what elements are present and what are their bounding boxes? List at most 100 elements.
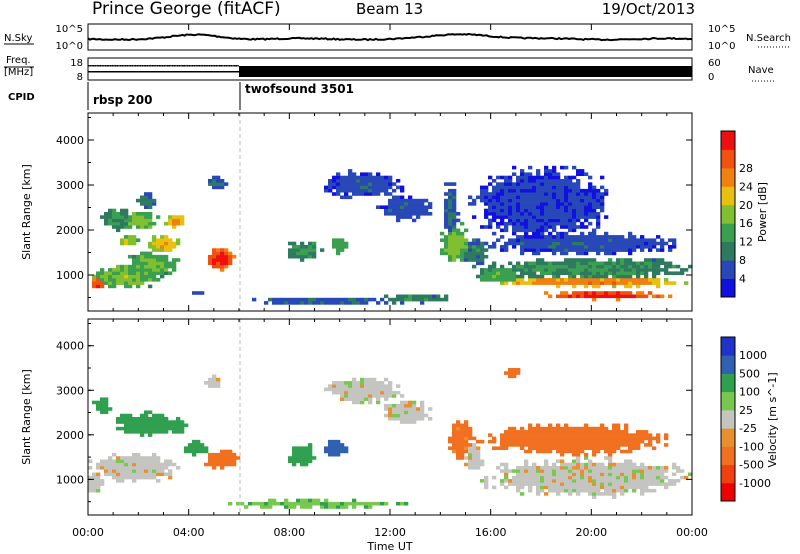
heatmap-cell bbox=[572, 264, 577, 269]
heatmap-cell bbox=[164, 261, 169, 266]
heatmap-cell bbox=[512, 264, 517, 269]
heatmap-cell bbox=[212, 377, 217, 382]
heatmap-cell bbox=[612, 294, 617, 299]
heatmap-cell bbox=[160, 238, 165, 242]
heatmap-cell bbox=[532, 462, 537, 467]
heatmap-cell bbox=[360, 301, 365, 305]
heatmap-cell bbox=[360, 179, 365, 183]
nave-dot bbox=[101, 71, 104, 73]
heatmap-cell bbox=[228, 501, 233, 506]
y-tick-label: 2000 bbox=[56, 429, 84, 442]
heatmap-cell bbox=[604, 439, 609, 444]
heatmap-cell bbox=[392, 205, 397, 209]
y-tick-label: 1000 bbox=[56, 269, 84, 282]
heatmap-cell bbox=[552, 472, 557, 477]
heatmap-cell bbox=[560, 268, 565, 272]
heatmap-cell bbox=[528, 274, 533, 279]
heatmap-cell bbox=[632, 433, 637, 437]
heatmap-cell bbox=[488, 245, 493, 249]
heatmap-cell bbox=[652, 294, 657, 299]
heatmap-cell bbox=[500, 202, 505, 206]
heatmap-cell bbox=[128, 420, 133, 424]
heatmap-cell bbox=[500, 439, 505, 444]
heatmap-cell bbox=[108, 212, 113, 216]
freq-dot bbox=[176, 65, 179, 67]
heatmap-cell bbox=[544, 248, 549, 252]
heatmap-cell bbox=[544, 281, 549, 285]
heatmap-cell bbox=[508, 430, 513, 434]
heatmap-cell bbox=[468, 436, 473, 441]
heatmap-cell bbox=[596, 192, 601, 196]
heatmap-cell bbox=[320, 248, 325, 252]
heatmap-cell bbox=[644, 281, 649, 285]
heatmap-cell bbox=[536, 228, 541, 233]
heatmap-cell bbox=[540, 231, 545, 236]
heatmap-cell bbox=[408, 212, 413, 216]
heatmap-cell bbox=[596, 264, 601, 269]
heatmap-cell bbox=[380, 179, 385, 183]
heatmap-cell bbox=[140, 218, 145, 223]
heatmap-cell bbox=[228, 452, 233, 457]
heatmap-cell bbox=[588, 492, 593, 496]
heatmap-cell bbox=[540, 271, 545, 275]
heatmap-cell bbox=[504, 433, 509, 437]
heatmap-cell bbox=[376, 387, 381, 392]
heatmap-cell bbox=[648, 472, 653, 477]
heatmap-cell bbox=[620, 439, 625, 444]
colorbar-swatch bbox=[721, 149, 735, 169]
heatmap-cell bbox=[572, 466, 577, 470]
heatmap-cell bbox=[368, 390, 373, 395]
heatmap-cell bbox=[292, 248, 297, 252]
heatmap-cell bbox=[536, 485, 541, 490]
heatmap-cell bbox=[428, 205, 433, 209]
heatmap-cell bbox=[340, 185, 345, 190]
heatmap-cell bbox=[596, 238, 601, 242]
heatmap-cell bbox=[128, 238, 133, 242]
heatmap-cell bbox=[668, 482, 673, 486]
y-tick-label: 4000 bbox=[56, 134, 84, 147]
nave-dot bbox=[170, 71, 173, 73]
heatmap-cell bbox=[312, 251, 317, 256]
heatmap-cell bbox=[408, 407, 413, 411]
heatmap-cell bbox=[508, 469, 513, 473]
heatmap-cell bbox=[224, 452, 229, 457]
heatmap-cell bbox=[136, 278, 141, 282]
heatmap-cell bbox=[504, 225, 509, 229]
heatmap-cell bbox=[360, 390, 365, 395]
heatmap-cell bbox=[152, 258, 157, 262]
heatmap-cell bbox=[376, 381, 381, 385]
heatmap-cell bbox=[324, 449, 329, 454]
heatmap-cell bbox=[100, 400, 105, 405]
heatmap-cell bbox=[392, 198, 397, 203]
heatmap-cell bbox=[580, 436, 585, 441]
heatmap-cell bbox=[564, 278, 569, 282]
heatmap-cell bbox=[168, 221, 173, 226]
heatmap-cell bbox=[528, 192, 533, 196]
heatmap-cell bbox=[576, 475, 581, 480]
heatmap-cell bbox=[504, 479, 509, 483]
heatmap-cell bbox=[456, 426, 461, 431]
heatmap-cell bbox=[552, 245, 557, 249]
heatmap-cell bbox=[456, 456, 461, 460]
heatmap-cell bbox=[560, 248, 565, 252]
heatmap-cell bbox=[124, 221, 129, 226]
heatmap-cell bbox=[452, 446, 457, 450]
freq-dot bbox=[108, 65, 110, 67]
heatmap-cell bbox=[540, 466, 545, 470]
heatmap-cell bbox=[664, 433, 669, 437]
nave-dot bbox=[192, 71, 194, 73]
heatmap-cell bbox=[560, 251, 565, 256]
heatmap-cell bbox=[120, 208, 125, 213]
heatmap-cell bbox=[336, 505, 341, 509]
heatmap-cell bbox=[596, 466, 601, 470]
heatmap-cell bbox=[544, 228, 549, 233]
heatmap-cell bbox=[496, 221, 501, 226]
heatmap-cell bbox=[104, 212, 109, 216]
heatmap-cell bbox=[376, 179, 381, 183]
heatmap-cell bbox=[644, 469, 649, 473]
nsky-series bbox=[87, 32, 693, 42]
heatmap-cell bbox=[548, 248, 553, 252]
heatmap-cell bbox=[140, 258, 145, 262]
heatmap-cell bbox=[448, 192, 453, 196]
heatmap-cell bbox=[540, 479, 545, 483]
